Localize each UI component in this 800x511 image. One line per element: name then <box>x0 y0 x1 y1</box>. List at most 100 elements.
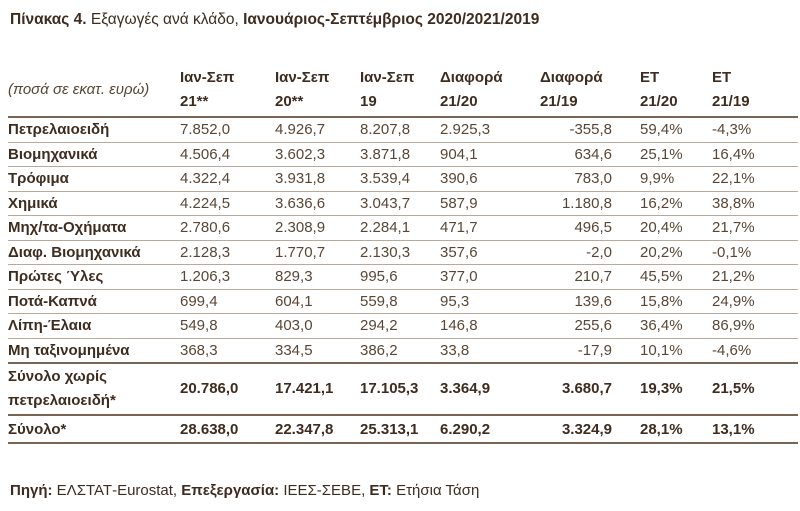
row-label: Βιομηχανικά <box>8 141 180 167</box>
row-label: Λίπη-Έλαια <box>8 313 180 338</box>
table-title: Πίνακας 4. Εξαγωγές ανά κλάδο, Ιανουάριο… <box>10 11 539 29</box>
cell-value: 22.347,8 <box>275 414 360 444</box>
cell-value: 3.636,6 <box>275 190 360 216</box>
cell-value: 139,6 <box>540 288 640 314</box>
row-label: Σύνολο χωρίς πετρελαιοειδή* <box>8 362 180 415</box>
table-row: Πετρελαιοειδή 7.852,0 4.926,7 8.207,8 2.925,… <box>8 116 798 142</box>
cell-value: 294,2 <box>360 313 440 338</box>
cell-value: 36,4% <box>640 313 712 338</box>
cell-value: 3.364,9 <box>440 362 540 415</box>
cell-value: 20,4% <box>640 215 712 240</box>
table-row: Χημικά 4.224,5 3.636,6 3.043,7 587,9 1.180,8 1… <box>8 190 798 216</box>
row-label: Πετρελαιοειδή <box>8 116 180 142</box>
cell-value: 4.224,5 <box>180 190 275 216</box>
cell-value: 255,6 <box>540 313 640 338</box>
table-row: Μηχ/τα-Οχήματα 2.780,6 2.308,9 2.284,1 471,7… <box>8 215 798 240</box>
col-header: Διαφορά 21/19 <box>540 69 603 110</box>
cell-value: 403,0 <box>275 313 360 338</box>
row-label: Μηχ/τα-Οχήματα <box>8 215 180 240</box>
table-row: Μη ταξινομημένα 368,3 334,5 386,2 33,8 -17,9 1… <box>8 337 798 363</box>
cell-value: 146,8 <box>440 313 540 338</box>
cell-value: 16,2% <box>640 190 712 216</box>
cell-value: -4,3% <box>712 116 798 142</box>
cell-value: 2.284,1 <box>360 215 440 240</box>
cell-value: 3.324,9 <box>540 414 640 444</box>
cell-value: 3.680,7 <box>540 362 640 415</box>
row-label: Σύνολο* <box>8 414 180 444</box>
cell-value: 2.130,3 <box>360 239 440 265</box>
cell-value: 699,4 <box>180 288 275 314</box>
cell-value: 368,3 <box>180 337 275 363</box>
cell-value: 2.308,9 <box>275 215 360 240</box>
cell-value: 995,6 <box>360 264 440 289</box>
total-row: Σύνολο* 28.638,0 22.347,8 25.313,1 6.290,2 3.… <box>8 414 798 444</box>
cell-value: 4.506,4 <box>180 141 275 167</box>
row-label: Χημικά <box>8 190 180 216</box>
cell-value: 3.043,7 <box>360 190 440 216</box>
row-label: Πρώτες Ύλες <box>8 264 180 289</box>
cell-value: 17.421,1 <box>275 362 360 415</box>
cell-value: 334,5 <box>275 337 360 363</box>
cell-value: 28.638,0 <box>180 414 275 444</box>
cell-value: 559,8 <box>360 288 440 314</box>
cell-value: 357,6 <box>440 239 540 265</box>
cell-value: 33,8 <box>440 337 540 363</box>
cell-value: 471,7 <box>440 215 540 240</box>
table-row: Λίπη-Έλαια 549,8 403,0 294,2 146,8 255,6 36,4%… <box>8 313 798 338</box>
title-number: Πίνακας 4. <box>10 11 87 28</box>
cell-value: 587,9 <box>440 190 540 216</box>
cell-value: 634,6 <box>540 141 640 167</box>
cell-value: 3.602,3 <box>275 141 360 167</box>
cell-value: 549,8 <box>180 313 275 338</box>
cell-value: 496,5 <box>540 215 640 240</box>
cell-value: 25.313,1 <box>360 414 440 444</box>
row-label: Διαφ. Βιομηχανικά <box>8 239 180 265</box>
cell-value: -355,8 <box>540 116 640 142</box>
col-header: Ιαν-Σεπ 21** <box>180 69 235 110</box>
table-row: Βιομηχανικά 4.506,4 3.602,3 3.871,8 904,1 634… <box>8 141 798 167</box>
cell-value: 21,7% <box>712 215 798 240</box>
cell-value: 21,2% <box>712 264 798 289</box>
cell-value: 2.780,6 <box>180 215 275 240</box>
cell-value: 2.128,3 <box>180 239 275 265</box>
col-header: Ιαν-Σεπ 20** <box>275 69 330 110</box>
row-label: Τρόφιμα <box>8 166 180 191</box>
col-header: Ιαν-Σεπ 19 <box>360 69 415 110</box>
title-period: Ιανουάριος-Σεπτέμβριος 2020/2021/2019 <box>243 11 540 28</box>
cell-value: 24,9% <box>712 288 798 314</box>
cell-value: 8.207,8 <box>360 116 440 142</box>
cell-value: 1.180,8 <box>540 190 640 216</box>
cell-value: 25,1% <box>640 141 712 167</box>
cell-value: 390,6 <box>440 166 540 191</box>
cell-value: 22,1% <box>712 166 798 191</box>
cell-value: 59,4% <box>640 116 712 142</box>
row-label: Μη ταξινομημένα <box>8 337 180 363</box>
cell-value: 829,3 <box>275 264 360 289</box>
cell-value: 604,1 <box>275 288 360 314</box>
cell-value: -2,0 <box>540 239 640 265</box>
cell-value: 38,8% <box>712 190 798 216</box>
cell-value: 10,1% <box>640 337 712 363</box>
cell-value: 16,4% <box>712 141 798 167</box>
subtotal-row: Σύνολο χωρίς πετρελαιοειδή* 20.786,0 17.421… <box>8 362 798 415</box>
cell-value: 15,8% <box>640 288 712 314</box>
cell-value: 783,0 <box>540 166 640 191</box>
table-row: Τρόφιμα 4.322,4 3.931,8 3.539,4 390,6 783,0 9,… <box>8 166 798 191</box>
cell-value: 28,1% <box>640 414 712 444</box>
header-row: (ποσά σε εκατ. ευρώ) Ιαν-Σεπ 21** Ιαν-Σεπ… <box>8 66 798 117</box>
cell-value: 3.871,8 <box>360 141 440 167</box>
cell-value: 17.105,3 <box>360 362 440 415</box>
cell-value: 95,3 <box>440 288 540 314</box>
cell-value: 6.290,2 <box>440 414 540 444</box>
cell-value: 9,9% <box>640 166 712 191</box>
cell-value: 45,5% <box>640 264 712 289</box>
exports-table: (ποσά σε εκατ. ευρώ) Ιαν-Σεπ 21** Ιαν-Σεπ… <box>8 66 798 444</box>
cell-value: 13,1% <box>712 414 798 444</box>
cell-value: 386,2 <box>360 337 440 363</box>
table-row: Πρώτες Ύλες 1.206,3 829,3 995,6 377,0 210,7 45… <box>8 264 798 289</box>
cell-value: 21,5% <box>712 362 798 415</box>
source-note: Πηγή: ΕΛΣΤΑΤ-Eurostat, Επεξεργασία: ΙΕΕΣ… <box>10 482 480 499</box>
title-text: Εξαγωγές ανά κλάδο, <box>86 11 244 28</box>
col-header: ΕΤ 21/20 <box>640 69 678 110</box>
cell-value: 3.931,8 <box>275 166 360 191</box>
